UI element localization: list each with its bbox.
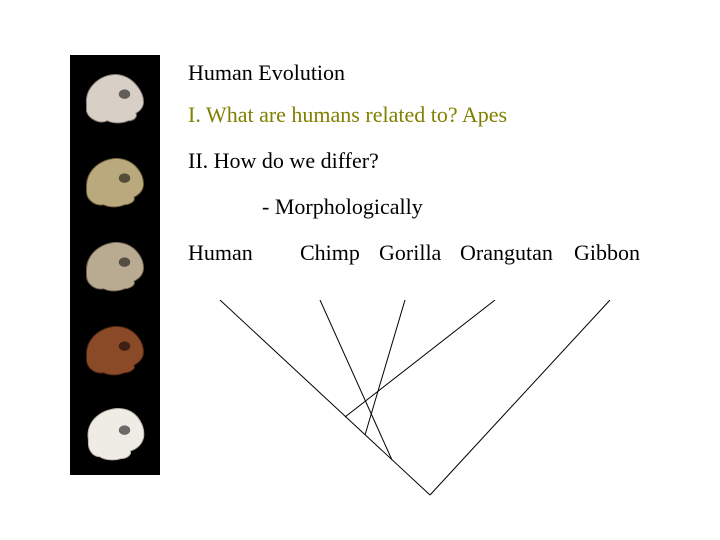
skull-icon-5	[77, 401, 153, 465]
slide: Human Evolution I. What are humans relat…	[0, 0, 720, 540]
taxon-label-orangutan: Orangutan	[460, 240, 553, 266]
outline-line-2: II. How do we differ?	[188, 148, 379, 174]
skull-icon-1	[77, 65, 153, 129]
taxon-label-chimp: Chimp	[300, 240, 360, 266]
outline-line-3: - Morphologically	[262, 194, 423, 220]
skull-image-strip	[70, 55, 160, 475]
outline-line-1: I. What are humans related to? Apes	[188, 102, 507, 128]
cladogram-tree	[180, 300, 700, 500]
taxon-label-human: Human	[188, 240, 253, 266]
skull-icon-2	[77, 149, 153, 213]
skull-icon-3	[77, 233, 153, 297]
taxon-label-gibbon: Gibbon	[574, 240, 640, 266]
taxon-label-gorilla: Gorilla	[379, 240, 441, 266]
skull-icon-4	[77, 317, 153, 381]
slide-title: Human Evolution	[188, 60, 345, 86]
